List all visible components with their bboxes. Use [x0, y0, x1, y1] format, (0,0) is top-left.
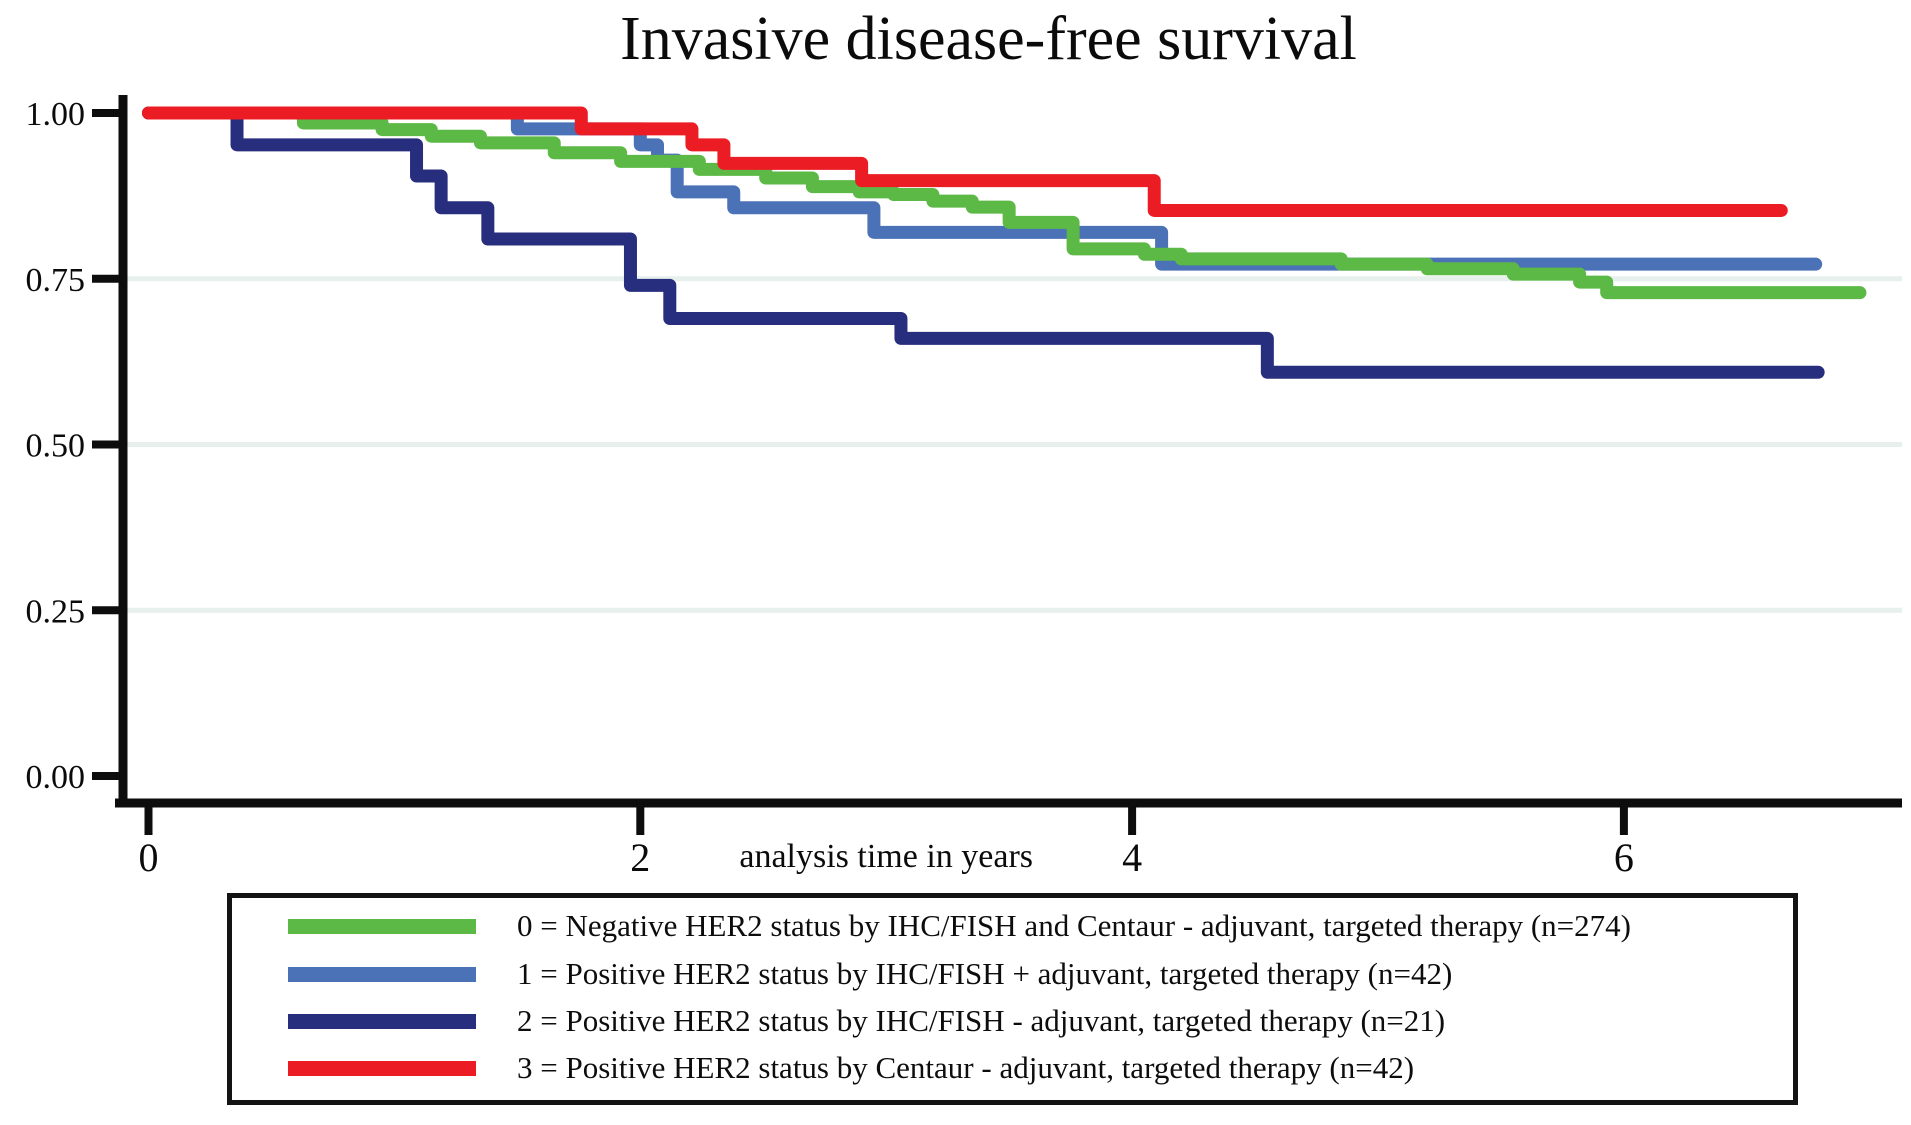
- legend-box: 0 = Negative HER2 status by IHC/FISH and…: [227, 893, 1798, 1105]
- legend-item-positive-ihc-fish-minus: 2 = Positive HER2 status by IHC/FISH - a…: [288, 1003, 1446, 1038]
- survival-curve-series-3: [142, 106, 1788, 217]
- y-tick-label-0.50: 0.50: [26, 428, 86, 465]
- x-axis-title: analysis time in years: [739, 838, 1033, 875]
- legend-item-negative-her2: 0 = Negative HER2 status by IHC/FISH and…: [288, 908, 1631, 943]
- y-tick-label-0.75: 0.75: [26, 262, 86, 299]
- legend-swatch-red: [288, 1060, 476, 1076]
- legend-label: 1 = Positive HER2 status by IHC/FISH + a…: [517, 956, 1453, 991]
- legend-item-positive-centaur: 3 = Positive HER2 status by Centaur - ad…: [288, 1050, 1415, 1085]
- chart-title: Invasive disease-free survival: [620, 5, 1357, 73]
- survival-curve-series-2: [142, 106, 1825, 379]
- legend-item-positive-ihc-fish-plus: 1 = Positive HER2 status by IHC/FISH + a…: [288, 956, 1453, 991]
- y-tick-label-0.25: 0.25: [26, 593, 86, 630]
- legend-swatch-green: [288, 918, 476, 934]
- legend-label: 3 = Positive HER2 status by Centaur - ad…: [517, 1050, 1415, 1085]
- x-tick-label-2: 2: [630, 835, 650, 880]
- legend-swatch-blue: [288, 966, 476, 982]
- legend-swatch-navy: [288, 1013, 476, 1029]
- y-tick-label-1.00: 1.00: [26, 96, 86, 133]
- x-tick-label-4: 4: [1122, 835, 1142, 880]
- legend-label: 0 = Negative HER2 status by IHC/FISH and…: [517, 908, 1631, 943]
- survival-curve-series-0: [142, 106, 1867, 300]
- x-tick-label-0: 0: [139, 835, 159, 880]
- legend-label: 2 = Positive HER2 status by IHC/FISH - a…: [517, 1003, 1446, 1038]
- x-tick-label-6: 6: [1614, 835, 1634, 880]
- y-tick-label-0.00: 0.00: [26, 759, 86, 796]
